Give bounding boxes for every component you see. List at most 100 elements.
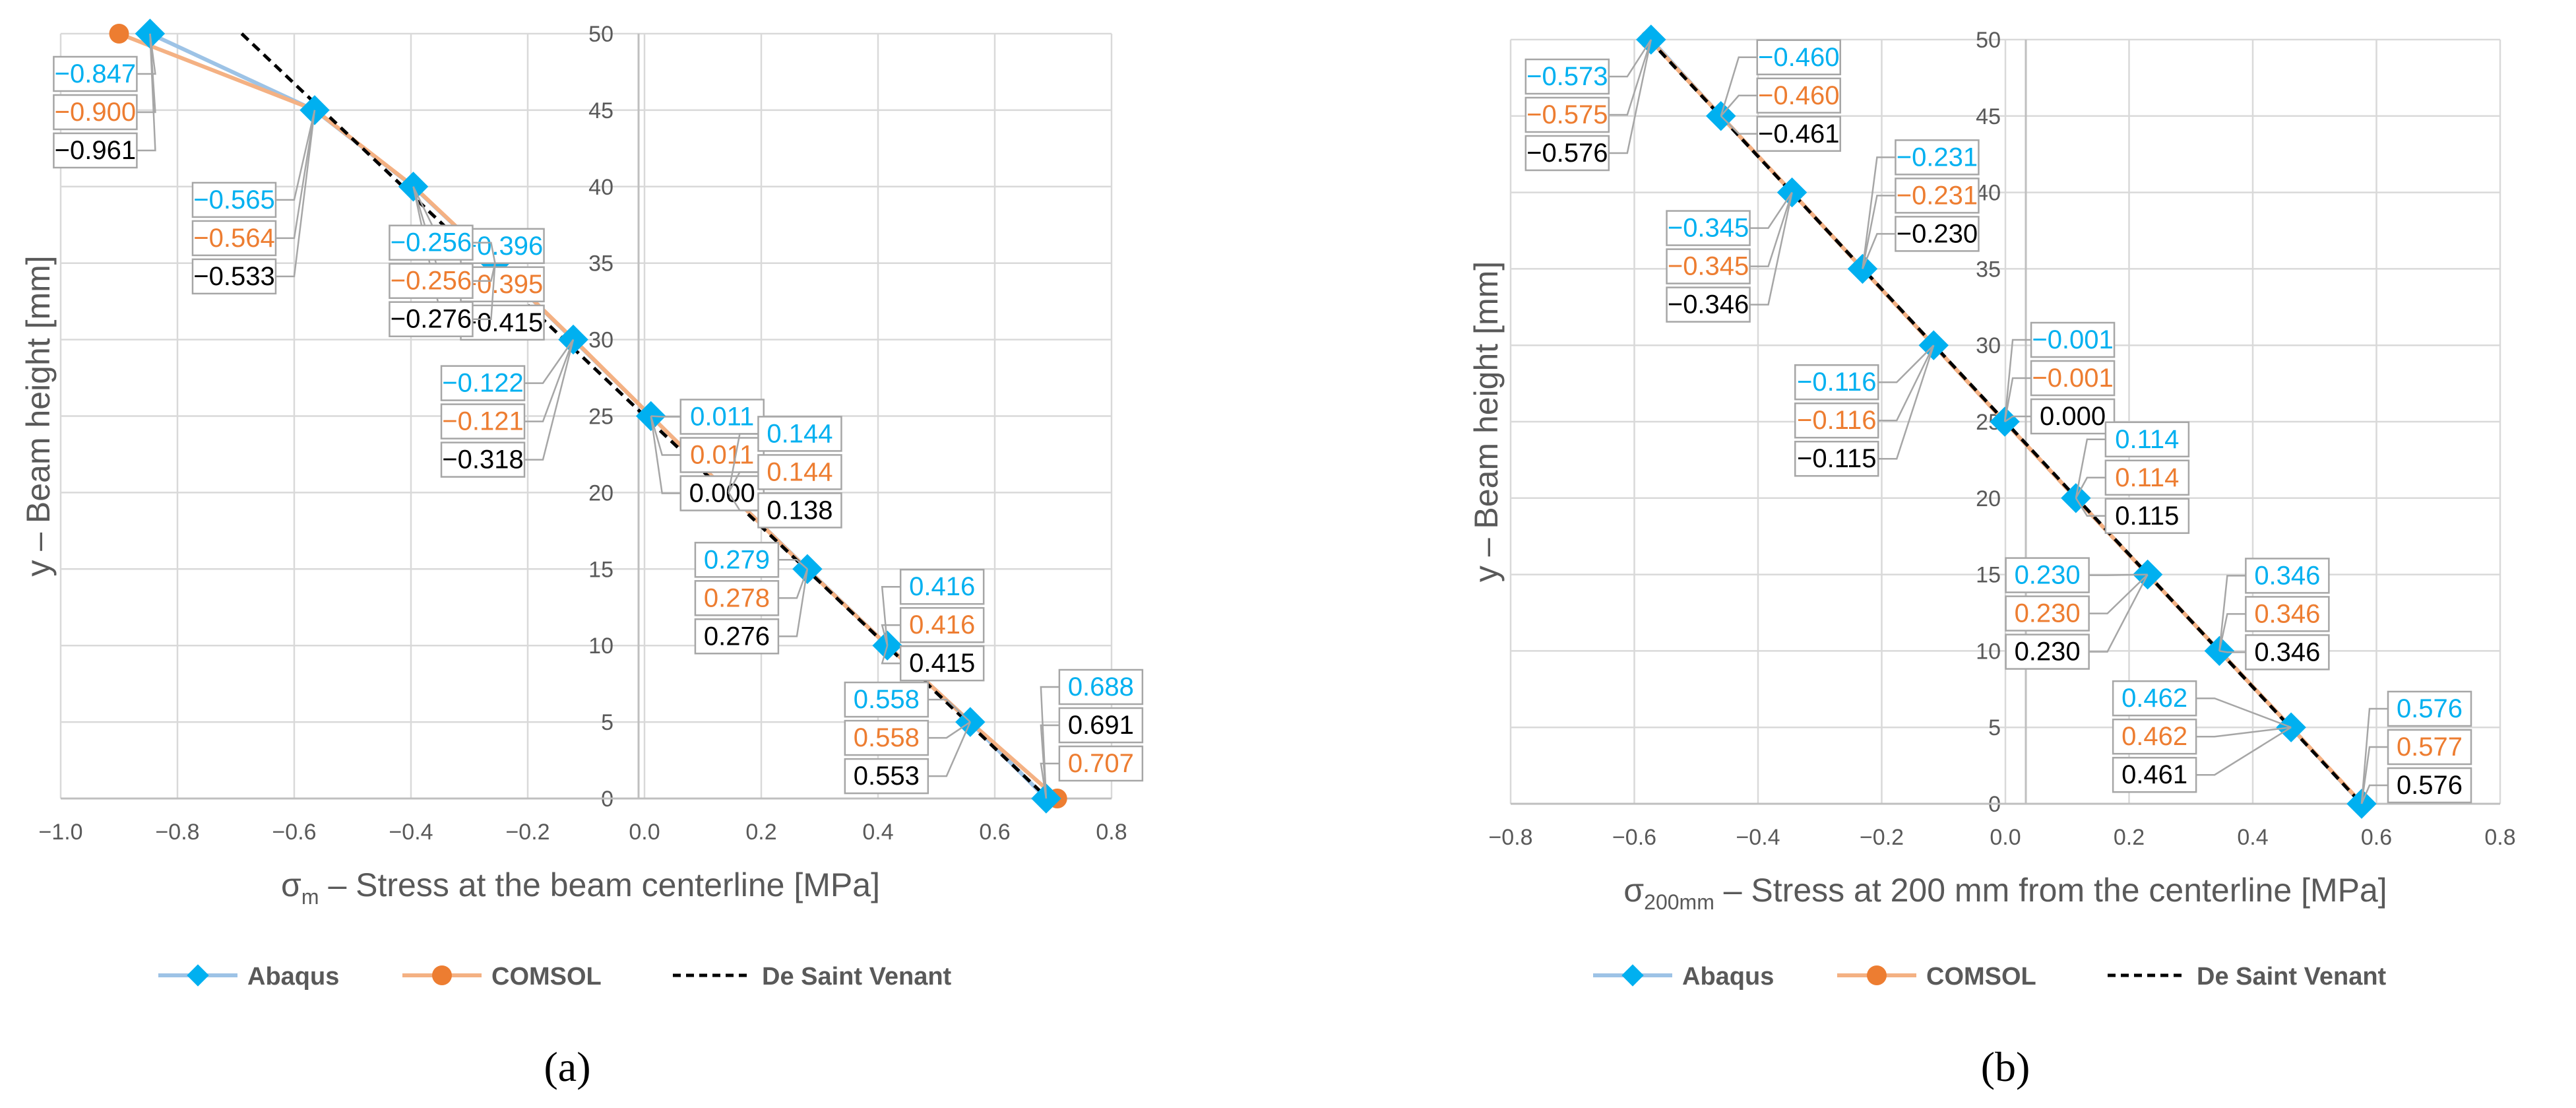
data-label-abaqus: −0.396 [462,232,543,261]
data-label-comsol: 0.577 [2397,733,2463,762]
data-label-abaqus: −0.847 [55,59,136,88]
x-tick-label: 0.2 [2114,825,2145,850]
label-leader [1720,115,1757,135]
y-tick-label: 5 [1988,715,2001,740]
data-label-box [694,580,780,616]
data-label-dsv: 0.461 [2121,760,2187,789]
data-label-comsol: −0.564 [193,224,274,253]
data-label-abaqus: −0.573 [1526,62,1608,91]
label-leader [2196,697,2292,729]
y-tick-label: 15 [588,557,613,582]
data-label-abaqus: −0.122 [442,369,523,398]
data-label-box [2030,398,2116,435]
data-label-box [440,365,526,401]
label-leader [1749,191,1793,229]
data-label-abaqus: −0.345 [1668,214,1749,243]
data-label-abaqus: −0.565 [193,185,274,214]
label-leader [1608,39,1652,154]
data-label-box [844,719,929,756]
data-label-box [1666,286,1751,323]
label-leader [524,339,575,422]
data-label-comsol: 0.144 [767,457,832,486]
data-label-box [460,304,545,341]
y-tick-label: 30 [1976,333,2001,358]
label-leader [650,416,681,494]
legend-marker-comsol [1867,965,1887,985]
y-tick-label: 45 [1976,104,2001,129]
legend-label-comsol: COMSOL [491,963,602,991]
data-label-box [440,441,526,478]
data-label-comsol: −0.345 [1668,252,1749,281]
label-leader [1608,39,1652,116]
y-tick-label: 50 [1976,28,2001,53]
y-tick-label: 40 [1976,181,2001,206]
data-label-comsol: −0.395 [462,270,543,299]
label-leader [1862,233,1896,269]
data-label-box [191,220,277,257]
legend-label-comsol: COMSOL [1926,963,2036,991]
y-tick-label: 35 [588,251,613,277]
label-leader [1862,156,1896,269]
data-label-box [1666,210,1751,246]
data-label-dsv: 0.576 [2397,771,2463,800]
data-label-dsv: 0.691 [1068,711,1134,740]
label-leader [472,263,496,282]
data-label-comsol: −0.116 [1797,406,1877,435]
data-label-box [844,758,929,795]
y-tick-label: 20 [588,480,613,505]
data-label-box [389,301,474,337]
label-leader [275,110,316,278]
x-tick-label: −0.4 [389,820,433,845]
data-label-abaqus: −0.231 [1897,143,1978,172]
data-label-comsol: 0.114 [2115,463,2179,492]
x-tick-label: 0.8 [2484,825,2515,850]
data-label-box [844,681,929,718]
data-label-abaqus: 0.346 [2254,561,2320,590]
data-label-comsol: −0.575 [1526,100,1608,129]
label-leader [2075,498,2106,517]
label-leader [1878,344,1935,460]
panel-label: (b) [1981,1043,2030,1090]
y-tick-label: 10 [1976,639,2001,664]
data-label-comsol: 0.707 [1068,749,1134,778]
data-label-dsv: −0.461 [1758,119,1839,148]
label-leader [2360,784,2388,804]
label-leader [927,698,971,723]
data-label-comsol: 0.346 [2254,599,2320,628]
data-label-box [1524,96,1610,133]
label-leader [2218,613,2246,651]
legend-label-abaqus: Abaqus [247,963,339,991]
x-tick-label: −0.8 [155,820,199,845]
x-tick-label: −0.2 [505,820,550,845]
label-leader [1040,724,1059,799]
data-label-box [2245,596,2330,632]
label-leader [2003,339,2032,422]
y-tick-label: 15 [1976,563,2001,588]
label-leader [275,110,316,240]
data-label-box [1524,58,1610,95]
data-label-box [679,399,765,435]
data-label-box [53,94,138,131]
x-tick-label: 0.8 [1096,820,1127,845]
label-leader [1749,192,1793,306]
label-leader [2360,746,2388,804]
label-leader [1040,686,1059,799]
y-tick-label: 25 [588,405,613,430]
data-label-box [2387,690,2472,727]
label-leader [728,471,759,494]
data-label-box [1524,135,1610,172]
data-label-box [2245,558,2330,594]
x-tick-label: 0.0 [1990,825,2021,850]
data-label-box [1058,668,1144,705]
data-label-box [2104,498,2190,535]
data-label-abaqus: −0.460 [1758,43,1839,72]
data-label-dsv: −0.230 [1897,219,1978,248]
label-leader [650,415,681,418]
label-leader [2196,726,2292,738]
x-tick-label: −0.2 [1860,825,1904,850]
data-label-box [2112,718,2197,755]
data-label-abaqus: 0.688 [1068,672,1134,701]
data-label-abaqus: −0.001 [2032,325,2113,354]
abaqus-point [636,401,666,432]
x-tick-label: −0.8 [1488,825,1532,850]
